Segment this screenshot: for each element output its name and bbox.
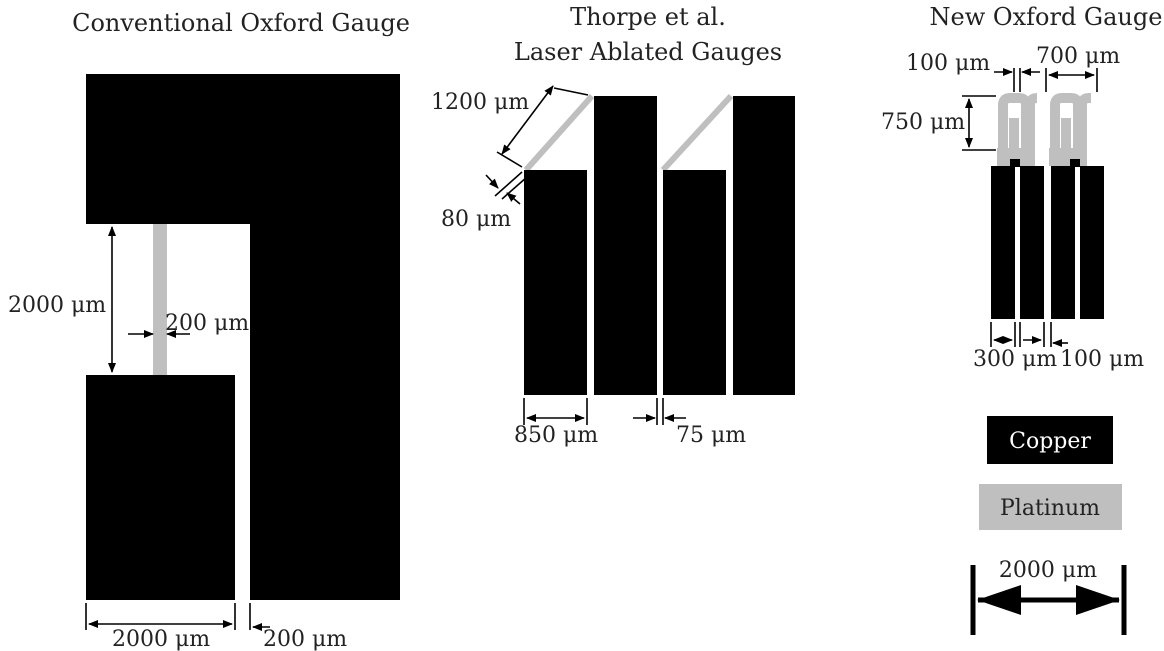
dim-diagonal-ext-a: [553, 87, 589, 96]
dim-gap-label: 2000 μm: [8, 293, 106, 318]
copper-pad-4: [733, 96, 795, 395]
platinum-serpentine-2: [1050, 93, 1091, 164]
dim-top-small-label: 100 μm: [906, 51, 990, 76]
dim-bottom-width-label: 300 μm: [973, 347, 1057, 372]
dim-thickness-arrow-b: [506, 192, 521, 205]
copper-lead-3: [1051, 166, 1075, 319]
dim-gap-label-thorpe: 75 μm: [676, 423, 746, 448]
dim-top-large-label: 700 μm: [1036, 44, 1120, 69]
dim-diagonal-arrow: [501, 85, 554, 155]
thorpe-gauge-panel: Thorpe et al. Laser Ablated Gauges 1200 …: [431, 3, 795, 448]
conventional-title: Conventional Oxford Gauge: [72, 9, 410, 37]
legend-platinum-swatch: [979, 484, 1122, 530]
dim-height-label: 750 μm: [881, 110, 965, 135]
dim-thickness-ext-b: [501, 176, 528, 200]
legend-copper-label: Copper: [1009, 429, 1091, 454]
dim-diagonal-label: 1200 μm: [431, 90, 529, 115]
platinum-diagonal-1: [523, 94, 595, 172]
dim-width-label: 850 μm: [514, 423, 598, 448]
thorpe-title-line2: Laser Ablated Gauges: [514, 38, 782, 66]
copper-lead-1: [991, 166, 1015, 319]
copper-bottom-pad: [86, 375, 235, 600]
copper-tab-2: [1070, 159, 1080, 167]
new-oxford-gauge-panel: New Oxford Gauge 100 μm 700 μm 750 μm: [881, 3, 1162, 372]
dim-diagonal-ext-b: [496, 151, 523, 168]
legend-platinum-label: Platinum: [1000, 496, 1100, 521]
dim-strip-label: 200 μm: [165, 311, 249, 336]
copper-pad-3: [663, 170, 726, 395]
dim-thickness-ext-a: [494, 171, 523, 197]
scale-bar: 2000 μm: [970, 558, 1127, 635]
copper-lead-2: [1020, 166, 1044, 319]
copper-pad-2: [594, 96, 657, 395]
dim-thickness-label: 80 μm: [441, 207, 511, 232]
thorpe-title-line1: Thorpe et al.: [570, 3, 726, 31]
copper-top-pad: [86, 74, 400, 600]
platinum-strip: [153, 224, 167, 375]
new-oxford-title: New Oxford Gauge: [930, 3, 1163, 31]
dim-bottom-right-label: 200 μm: [263, 627, 347, 651]
conventional-gauge-panel: Conventional Oxford Gauge 2000 μm 200 μm…: [8, 9, 410, 651]
platinum-diagonal-2: [660, 93, 734, 173]
copper-tab-1: [1010, 159, 1020, 167]
dim-bottom-gap-label: 100 μm: [1060, 347, 1144, 372]
copper-lead-4: [1080, 166, 1104, 319]
platinum-serpentine-1: [998, 93, 1038, 164]
legend: Copper Platinum 2000 μm: [970, 416, 1127, 635]
platinum-bridge-2: [1049, 148, 1087, 166]
platinum-bridge-1: [997, 148, 1035, 166]
dim-thickness-arrow-a: [485, 174, 499, 189]
scale-bar-label: 2000 μm: [999, 558, 1097, 583]
legend-copper-swatch: [987, 416, 1113, 464]
copper-pad-1: [524, 170, 587, 395]
dim-bottom-left-label: 2000 μm: [112, 627, 210, 651]
